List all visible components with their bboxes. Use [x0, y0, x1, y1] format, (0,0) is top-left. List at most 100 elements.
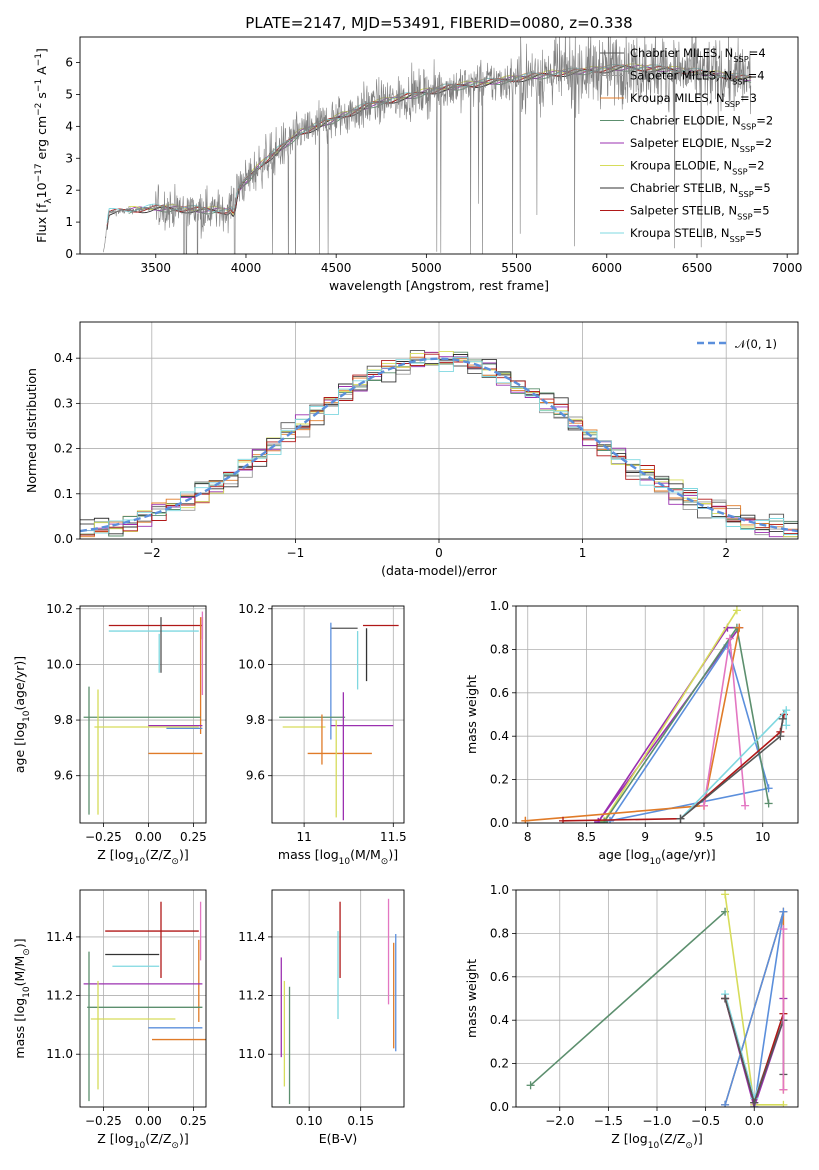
x-axis-label: Z [log10(Z/Z⊙)] — [97, 847, 188, 867]
y-tick-label: 0.8 — [490, 642, 509, 656]
text-run: mass weight — [464, 959, 479, 1038]
frame-residuals: −2 −1 0 1 2 0.0 0.1 0.2 0.3 0.4 (data-model)/error… — [24, 321, 799, 578]
mass-weight-line — [562, 714, 785, 822]
text-run: Chabrier STELIB, N — [630, 181, 738, 195]
text-run: Z [log — [611, 1131, 647, 1146]
frame-age_vs_Z: −0.25 0.00 0.259.69.810.010.2Z [log10(Z/Z⊙… — [12, 602, 207, 867]
y-tick-label: 11.2 — [238, 989, 265, 1003]
x-axis-label: (data-model)/error — [381, 563, 498, 578]
subscript: 10 — [650, 857, 662, 867]
text-run: Z [log — [97, 1131, 133, 1146]
subscript: ⊙ — [381, 857, 389, 867]
y-tick-label: 0.4 — [54, 351, 73, 365]
text-run: =5 — [745, 226, 762, 240]
text-run: =5 — [753, 204, 770, 218]
x-tick-label: 1 — [579, 546, 587, 560]
x-tick-label: 4000 — [231, 261, 262, 275]
mass-weight-line — [609, 643, 770, 822]
legend-entry: 𝒩(0, 1) — [735, 337, 777, 351]
subscript: ⊙ — [171, 857, 179, 867]
subscript: 10 — [22, 710, 32, 722]
x-tick-label: −1 — [287, 546, 305, 560]
x-tick-label: −0.25 — [85, 830, 122, 844]
y-tick-label: 0.8 — [490, 926, 509, 940]
text-run: =4 — [749, 46, 766, 60]
axes-frame — [271, 605, 405, 824]
x-tick-label: 11.5 — [380, 830, 407, 844]
x-axis-label: age [log10(age/yr)] — [598, 847, 715, 867]
y-tick-label: 9.6 — [54, 769, 73, 783]
x-tick-label: −2 — [143, 546, 161, 560]
y-tick-label: 0.2 — [490, 773, 509, 787]
normal-reference-line — [80, 357, 798, 533]
x-axis-label: Z [log10(Z/Z⊙)] — [611, 1131, 702, 1151]
x-tick-label: 5500 — [501, 261, 532, 275]
text-run: =5 — [754, 181, 771, 195]
plus-marker — [606, 816, 614, 823]
text-run: mass [log — [278, 847, 339, 862]
subscript: SSP — [725, 99, 740, 109]
superscript: −1 — [34, 79, 44, 92]
legend-entry: Chabrier ELODIE, NSSP=2 — [630, 114, 773, 132]
text-run: mass weight — [464, 675, 479, 754]
legend-entry: Salpeter STELIB, NSSP=5 — [630, 204, 770, 222]
x-tick-label: 6000 — [592, 261, 623, 275]
legend-entry: Kroupa MILES, NSSP=3 — [630, 91, 757, 109]
y-tick-label: 11.2 — [46, 989, 73, 1003]
plot-area-mass_vs_Z — [83, 901, 206, 1102]
plus-marker — [741, 801, 750, 810]
x-tick-label: 0 — [435, 546, 443, 560]
axes-frame — [271, 889, 405, 1108]
text-run: age [log — [598, 847, 649, 862]
mass-weight-line — [597, 626, 741, 823]
plus-marker — [732, 606, 741, 615]
text-run: wavelength [Angstrom, rest frame] — [329, 278, 549, 293]
x-axis-label: wavelength [Angstrom, rest frame] — [329, 278, 549, 293]
y-tick-label: 0.6 — [490, 970, 509, 984]
text-run: (M/M — [350, 847, 381, 862]
plus-marker — [778, 714, 787, 723]
y-tick-label: 4 — [65, 119, 73, 133]
text-run: (Z/Z — [659, 1131, 685, 1146]
y-axis-label: mass [log10(M/M⊙)] — [12, 938, 32, 1058]
x-tick-label: 8.5 — [577, 830, 596, 844]
plus-marker — [779, 925, 788, 934]
axes-frame — [515, 605, 799, 824]
text-run: =2 — [756, 114, 773, 128]
y-tick-label: 0.2 — [54, 442, 73, 456]
text-run: (M/M — [12, 956, 27, 987]
x-axis-label: Z [log10(Z/Z⊙)] — [97, 1131, 188, 1151]
y-tick-label: 0.3 — [54, 396, 73, 410]
x-tick-label: 0.15 — [347, 1114, 374, 1128]
x-tick-label: 0.25 — [180, 1114, 207, 1128]
y-tick-label: 0.1 — [54, 487, 73, 501]
y-tick-label: 6 — [65, 56, 73, 70]
text-run: =2 — [748, 159, 765, 173]
x-tick-label: 9 — [641, 830, 649, 844]
x-tick-label: 0.00 — [135, 1114, 162, 1128]
text-run: )] — [388, 847, 398, 862]
y-tick-label: 10.0 — [238, 657, 265, 671]
plus-marker — [779, 1100, 788, 1107]
y-tick-label: 0.4 — [490, 1013, 509, 1027]
text-run: Kroupa MILES, N — [630, 91, 725, 105]
legend-entry: Salpeter MILES, NSSP=4 — [630, 69, 765, 87]
residual-histogram — [80, 356, 798, 535]
mass-weight-line — [530, 911, 726, 1086]
x-tick-label: 3500 — [140, 261, 171, 275]
subscript: 10 — [648, 1141, 660, 1151]
y-tick-label: 9.8 — [246, 713, 265, 727]
subscript: SSP — [732, 167, 747, 177]
x-tick-label: 8 — [524, 830, 532, 844]
axes-mass_vs_Z — [80, 890, 206, 1107]
plus-marker — [735, 623, 744, 632]
subscript: 10 — [134, 857, 146, 867]
x-tick-label: 11 — [296, 830, 311, 844]
text-run: )] — [179, 1131, 189, 1146]
plus-marker — [750, 1098, 759, 1107]
x-tick-label: −1.0 — [642, 1114, 671, 1128]
text-run: (age/yr)] — [12, 656, 27, 711]
subscript: 10 — [134, 1141, 146, 1151]
